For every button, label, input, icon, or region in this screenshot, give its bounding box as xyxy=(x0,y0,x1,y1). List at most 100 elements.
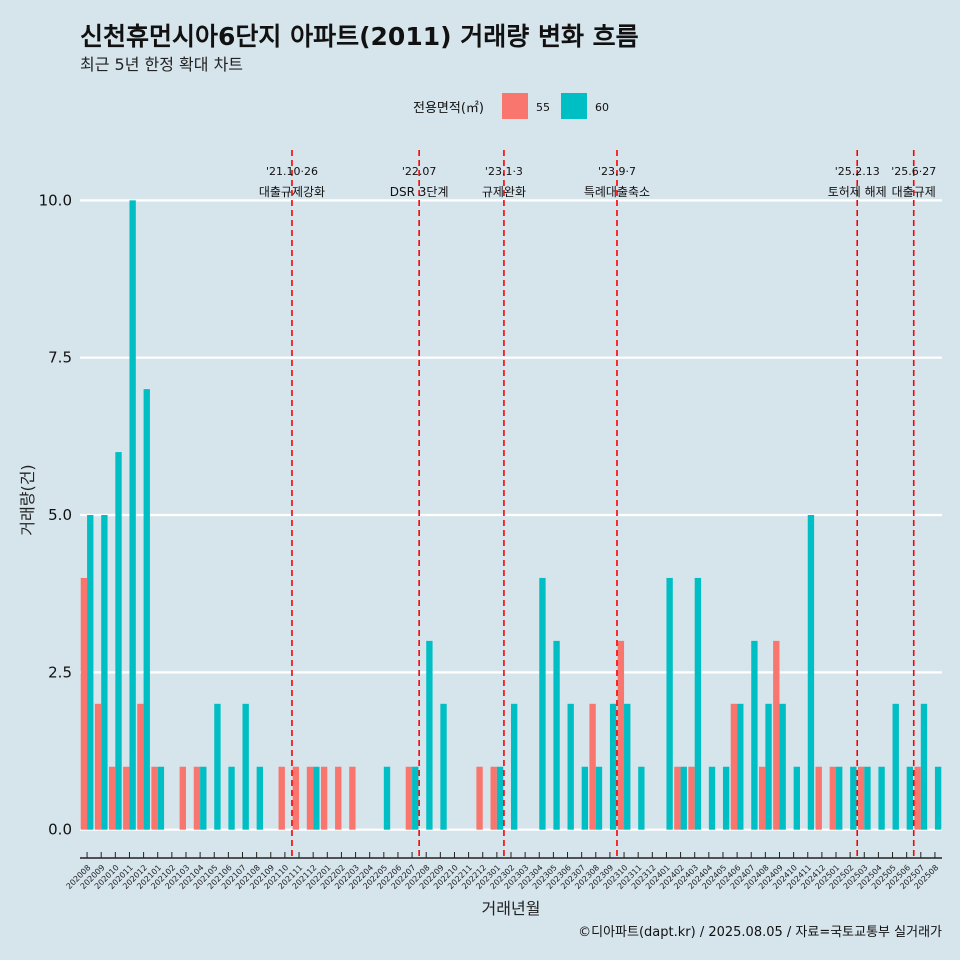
event-label: DSR 3단계 xyxy=(390,185,449,199)
bar-60-202107 xyxy=(242,703,249,830)
event-lines: '21.10·26 대출규제강화 '22.07 DSR 3단계 '23.1·3 규제완화 '… xyxy=(259,150,936,858)
event-label: 대출규제강화 xyxy=(259,185,325,199)
event-date: '22.07 xyxy=(402,165,437,178)
bar-60-202401 xyxy=(666,577,673,830)
caption: ©디아파트(dapt.kr) / 2025.08.05 / 자료=국토교통부 실… xyxy=(578,925,942,940)
bar-60-202009 xyxy=(101,515,108,830)
x-axis-title: 거래년월 xyxy=(482,899,541,918)
bar-60-202505 xyxy=(892,703,899,830)
y-tick-label: 0.0 xyxy=(48,821,72,839)
bar-60-202008 xyxy=(87,515,94,830)
bar-55-202012 xyxy=(137,703,144,830)
event-date: '23.1·3 xyxy=(485,165,523,178)
bar-60-202112 xyxy=(313,766,320,830)
bar-55-202011 xyxy=(123,766,130,830)
chart-title: 신천휴먼시아6단지 아파트(2011) 거래량 변화 흐름 xyxy=(80,22,639,51)
bar-60-202410 xyxy=(793,766,800,830)
bar-55-202212 xyxy=(476,766,483,830)
bar-60-202504 xyxy=(878,766,885,830)
event-label: 규제완화 xyxy=(482,185,526,199)
bar-55-202412 xyxy=(815,766,822,830)
bar-55-202301 xyxy=(490,766,497,830)
bar-60-202307 xyxy=(581,766,589,830)
event-date: '21.10·26 xyxy=(266,165,318,178)
y-tick-label: 7.5 xyxy=(48,349,72,367)
bar-55-202308 xyxy=(589,703,596,830)
bar-60-202409 xyxy=(779,703,786,830)
bar-60-202208 xyxy=(426,640,433,830)
bar-55-202403 xyxy=(688,766,695,830)
bar-55-202507 xyxy=(914,766,921,830)
event-label: 대출규제 xyxy=(892,185,936,199)
bar-55-202112 xyxy=(306,766,314,830)
bar-55-202310 xyxy=(617,640,625,830)
legend-swatch-55 xyxy=(502,93,528,119)
bar-60-202106 xyxy=(228,766,235,830)
bar-60-202205 xyxy=(383,766,391,830)
event-date: '25.6·27 xyxy=(891,165,936,178)
bar-55-202103 xyxy=(179,766,186,830)
bar-60-202405 xyxy=(722,766,730,830)
bar-55-202010 xyxy=(108,766,116,830)
bar-60-202507 xyxy=(920,703,928,830)
bar-60-202408 xyxy=(765,703,772,830)
bar-60-202508 xyxy=(934,766,942,830)
bar-60-202304 xyxy=(539,577,546,830)
bar-60-202306 xyxy=(567,703,574,830)
bar-60-202104 xyxy=(200,766,207,830)
legend: 전용면적(㎡) 55 60 xyxy=(413,93,609,119)
bar-60-202406 xyxy=(737,703,744,830)
y-tick-label: 2.5 xyxy=(48,663,72,681)
chart-subtitle: 최근 5년 한정 확대 차트 xyxy=(80,55,243,74)
legend-label-55: 55 xyxy=(536,101,550,114)
event-label: 특례대출축소 xyxy=(584,185,650,199)
bar-55-202207 xyxy=(405,766,413,830)
bar-60-202010 xyxy=(115,452,122,830)
legend-title: 전용면적(㎡) xyxy=(413,101,484,116)
bar-55-202402 xyxy=(674,766,681,830)
bar-60-202108 xyxy=(256,766,263,830)
bar-60-202302 xyxy=(511,703,518,830)
legend-swatch-60 xyxy=(561,93,587,119)
bar-55-202409 xyxy=(773,640,780,830)
bar-60-202501 xyxy=(836,766,843,830)
bar-55-202503 xyxy=(857,766,865,830)
y-axis-ticks: 0.0 2.5 5.0 7.5 10.0 xyxy=(39,191,72,838)
bar-55-202111 xyxy=(292,766,300,830)
bar-60-202404 xyxy=(708,766,716,830)
bar-55-202408 xyxy=(759,766,766,830)
event-label: 토허제 해제 xyxy=(828,185,887,199)
bar-55-202008 xyxy=(80,577,88,830)
event-date: '25.2.13 xyxy=(835,165,880,178)
event-date: '23.9·7 xyxy=(598,165,636,178)
bar-55-202406 xyxy=(730,703,738,830)
bar-60-202506 xyxy=(906,766,914,830)
bar-60-202101 xyxy=(157,766,165,830)
bar-55-202101 xyxy=(151,766,158,830)
y-axis-title: 거래량(건) xyxy=(18,464,37,535)
bar-55-202201 xyxy=(320,766,328,830)
bar-60-202305 xyxy=(553,640,560,830)
bar-60-202407 xyxy=(751,640,758,830)
bar-55-202203 xyxy=(349,766,356,830)
legend-label-60: 60 xyxy=(595,101,609,114)
y-tick-label: 10.0 xyxy=(39,191,72,209)
bar-60-202011 xyxy=(129,200,136,830)
bar-60-202411 xyxy=(807,515,815,830)
bar-60-202012 xyxy=(143,389,150,830)
bar-60-202301 xyxy=(496,766,504,830)
bar-55-202104 xyxy=(193,766,201,830)
bar-55-202501 xyxy=(829,766,837,830)
x-axis: 2020082020092020102020112020122021012021… xyxy=(65,852,942,891)
bar-60-202503 xyxy=(864,766,871,830)
bar-60-202308 xyxy=(595,766,603,830)
bar-60-202310 xyxy=(624,703,631,830)
bar-60-202207 xyxy=(412,766,419,830)
bar-60-202209 xyxy=(440,703,447,830)
bars xyxy=(80,200,942,830)
bar-60-202402 xyxy=(680,766,687,830)
bar-60-202309 xyxy=(609,703,617,830)
bar-55-202110 xyxy=(278,766,285,830)
bar-60-202105 xyxy=(214,703,221,830)
